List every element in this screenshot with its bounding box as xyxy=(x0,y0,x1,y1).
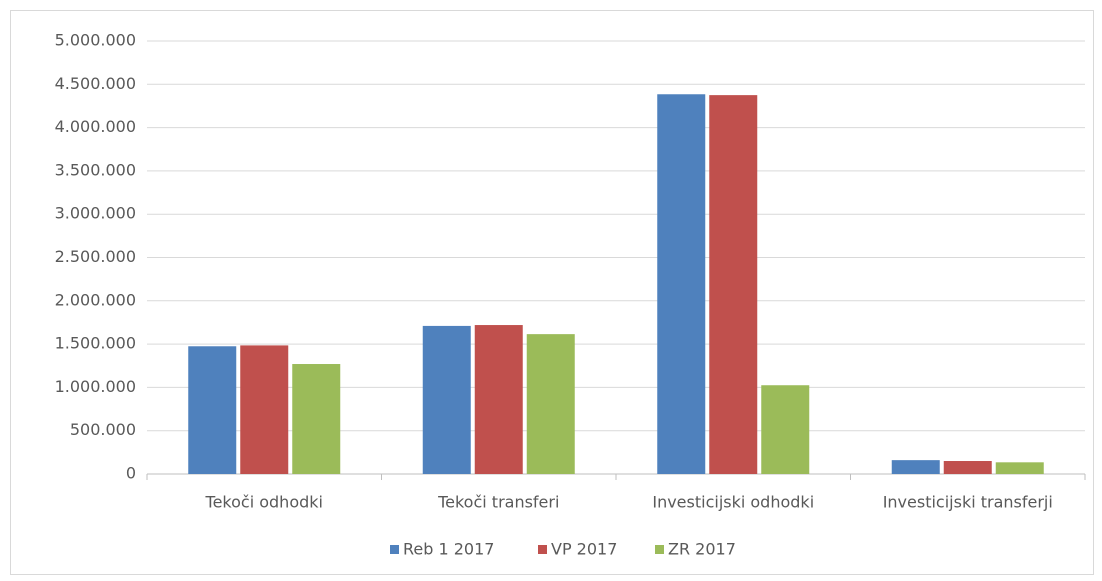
legend-label: VP 2017 xyxy=(551,540,617,559)
y-tick-label: 3.000.000 xyxy=(55,204,136,223)
legend-label: ZR 2017 xyxy=(668,540,736,559)
bar xyxy=(422,325,471,474)
x-tick-label: Tekoči transferi xyxy=(437,493,559,512)
y-tick-label: 2.500.000 xyxy=(55,247,136,266)
legend-swatch xyxy=(538,545,547,554)
bar xyxy=(526,334,575,474)
bar xyxy=(995,462,1044,474)
bar xyxy=(292,364,341,474)
y-tick-label: 2.000.000 xyxy=(55,290,136,309)
bar xyxy=(761,385,810,474)
bar xyxy=(891,460,940,474)
x-tick-label: Tekoči odhodki xyxy=(205,493,323,512)
legend-swatch xyxy=(390,545,399,554)
chart-border xyxy=(10,10,1094,575)
legend-label: Reb 1 2017 xyxy=(403,540,494,559)
y-tick-label: 5.000.000 xyxy=(55,31,136,50)
y-tick-label: 4.000.000 xyxy=(55,117,136,136)
bar xyxy=(657,94,706,474)
x-tick-label: Investicijski transferji xyxy=(883,493,1053,512)
bar xyxy=(474,325,523,474)
bar xyxy=(709,95,758,474)
y-tick-label: 3.500.000 xyxy=(55,160,136,179)
y-tick-label: 0 xyxy=(126,464,136,483)
bar xyxy=(240,345,289,474)
y-tick-label: 4.500.000 xyxy=(55,74,136,93)
legend-swatch xyxy=(655,545,664,554)
y-tick-label: 1.500.000 xyxy=(55,334,136,353)
bar xyxy=(943,461,992,474)
x-tick-label: Investicijski odhodki xyxy=(652,493,814,512)
y-tick-label: 500.000 xyxy=(70,420,136,439)
y-tick-label: 1.000.000 xyxy=(55,377,136,396)
bar xyxy=(188,346,237,474)
